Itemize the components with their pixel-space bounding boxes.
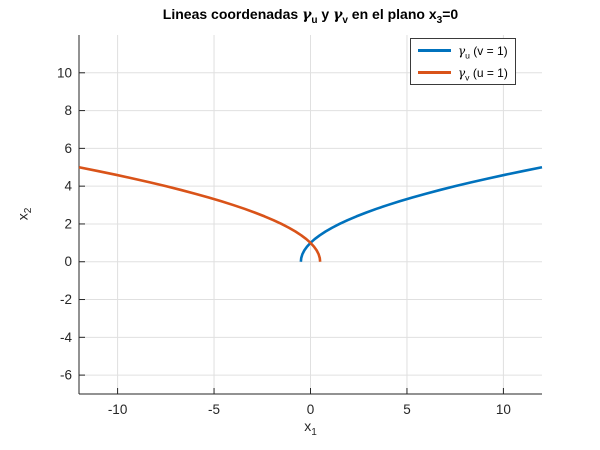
title-sub-u: u <box>311 14 318 26</box>
x-tick-label: 5 <box>403 402 411 417</box>
y-axis-label-base: x <box>14 213 31 221</box>
y-tick-label: 8 <box>64 103 72 118</box>
y-tick-label: 0 <box>64 254 72 269</box>
legend-label-gamma-u: γu (v = 1) <box>458 43 508 60</box>
legend-line-sample-blue <box>418 49 451 52</box>
title-sub-v: v <box>342 14 348 26</box>
curve-gamma-u <box>299 165 543 262</box>
y-axis-label-sub: 2 <box>23 207 35 214</box>
x-axis-label-sub: 1 <box>311 426 317 438</box>
title-text-3: en el plano x <box>347 6 437 22</box>
legend-entry-gamma-u: γu (v = 1) <box>411 42 515 60</box>
title-sub-3: 3 <box>436 14 443 26</box>
y-tick-label: 10 <box>57 65 72 80</box>
title-gamma-v: γ <box>333 7 343 23</box>
y-tick-label: -4 <box>60 330 72 345</box>
y-axis-label: x2 <box>14 208 34 221</box>
y-tick-label: 4 <box>64 179 72 194</box>
legend-label-gamma-v: γv (u = 1) <box>458 65 508 82</box>
title-text-1: Lineas coordenadas <box>162 6 303 22</box>
x-axis-label: x1 <box>79 418 542 437</box>
curve-gamma-v <box>78 165 322 262</box>
legend-entry-gamma-v: γv (u = 1) <box>411 64 515 82</box>
title-text-4: =0 <box>442 6 459 22</box>
x-axis-label-base: x <box>304 418 312 434</box>
y-tick-label: -2 <box>60 292 72 307</box>
x-tick-label: 0 <box>307 402 315 417</box>
x-tick-label: -10 <box>108 402 128 417</box>
legend-line-sample-orange <box>418 71 451 74</box>
title-gamma-u: γ <box>302 7 312 23</box>
title-text-2: y <box>317 6 334 22</box>
legend: γu (v = 1) γv (u = 1) <box>410 38 516 85</box>
chart-title: Lineas coordenadas γu y γv en el plano x… <box>79 6 542 26</box>
y-tick-label: -6 <box>60 368 72 383</box>
x-tick-label: -5 <box>208 402 220 417</box>
y-tick-label: 2 <box>64 216 72 231</box>
y-tick-label: 6 <box>64 141 72 156</box>
x-tick-label: 10 <box>496 402 511 417</box>
